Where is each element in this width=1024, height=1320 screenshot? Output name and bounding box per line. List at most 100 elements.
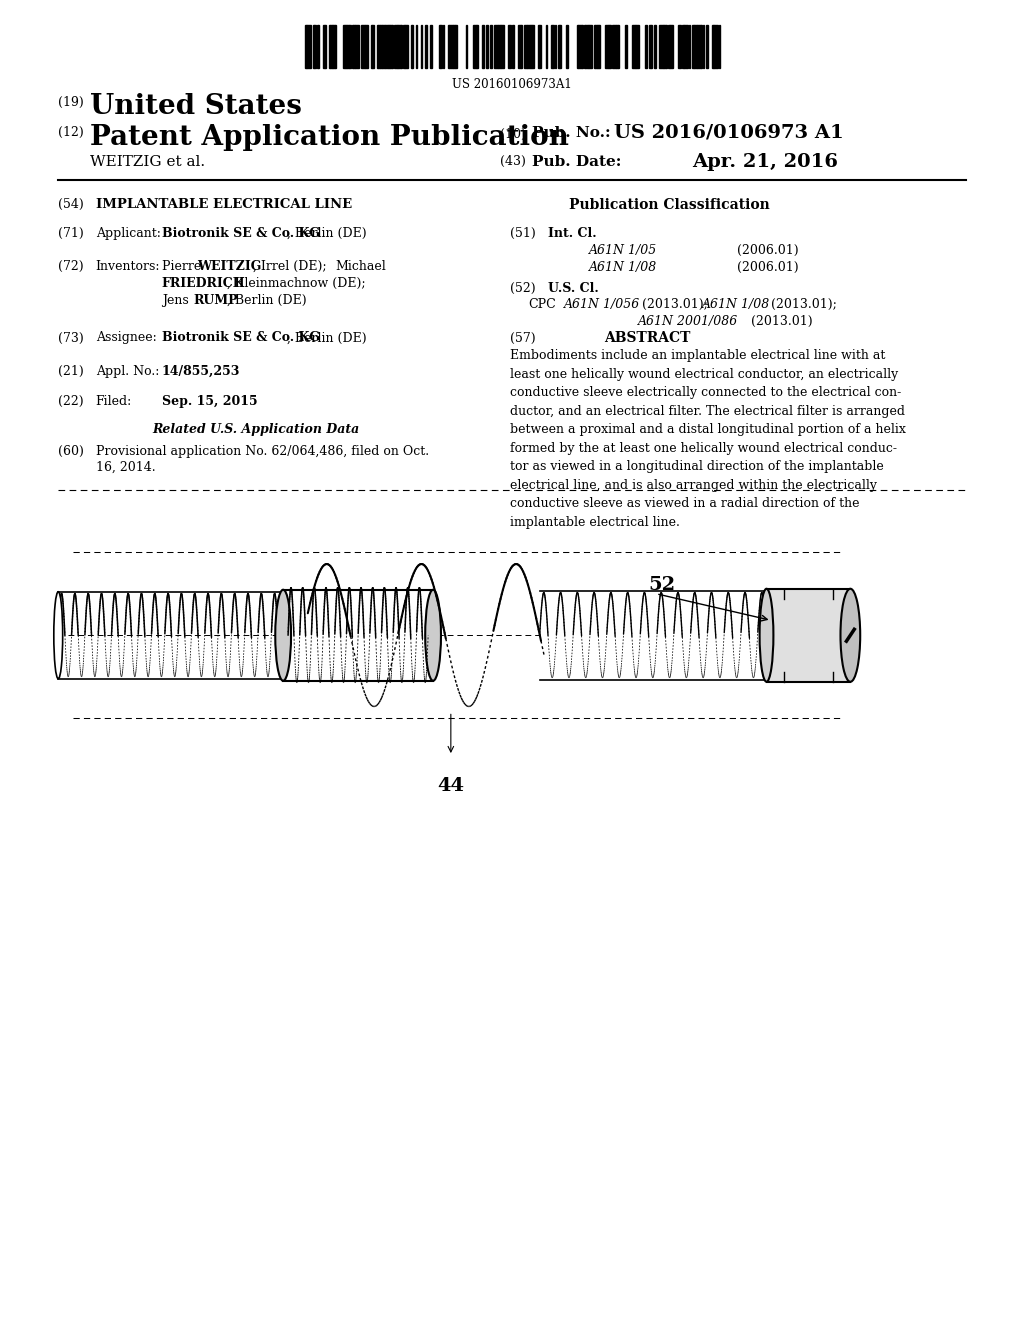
Text: (19): (19) <box>58 96 84 110</box>
Text: RUMP: RUMP <box>194 294 238 306</box>
Text: Biotronik SE & Co. KG: Biotronik SE & Co. KG <box>162 227 319 240</box>
Text: A61N 1/05: A61N 1/05 <box>589 244 657 257</box>
Bar <box>343 25 345 69</box>
Text: Related U.S. Application Data: Related U.S. Application Data <box>152 422 359 436</box>
Bar <box>382 25 385 69</box>
Text: Michael: Michael <box>336 260 386 273</box>
Ellipse shape <box>841 589 860 681</box>
Bar <box>430 25 431 69</box>
Bar <box>719 25 720 69</box>
Bar <box>663 25 665 69</box>
Bar <box>669 25 670 69</box>
Text: IMPLANTABLE ELECTRICAL LINE: IMPLANTABLE ELECTRICAL LINE <box>95 198 352 211</box>
Bar <box>585 25 588 69</box>
Bar <box>566 25 568 69</box>
Bar <box>532 25 534 69</box>
Bar <box>692 25 694 69</box>
Bar <box>472 25 475 69</box>
Text: FRIEDRICH: FRIEDRICH <box>162 277 246 290</box>
Bar <box>684 25 687 69</box>
Text: A61N 1/08: A61N 1/08 <box>702 298 771 310</box>
Bar <box>578 25 582 69</box>
Bar <box>590 25 593 69</box>
Bar <box>313 25 315 69</box>
Bar <box>403 25 404 69</box>
Bar <box>450 25 454 69</box>
Bar <box>595 25 597 69</box>
Text: Filed:: Filed: <box>95 395 132 408</box>
Bar <box>508 25 511 69</box>
Text: (71): (71) <box>58 227 84 240</box>
Bar <box>331 25 333 69</box>
Text: (52): (52) <box>510 282 536 294</box>
Bar <box>329 25 331 69</box>
Text: (2013.01);: (2013.01); <box>638 298 712 310</box>
Text: (73): (73) <box>58 331 84 345</box>
Text: Pub. No.:: Pub. No.: <box>531 125 610 140</box>
Bar <box>306 25 307 69</box>
Bar <box>616 25 618 69</box>
Bar <box>482 25 484 69</box>
Bar <box>527 25 530 69</box>
Text: , Berlin (DE): , Berlin (DE) <box>287 227 367 240</box>
Bar <box>334 25 335 69</box>
Bar <box>398 25 401 69</box>
Bar <box>501 25 504 69</box>
Text: Provisional application No. 62/064,486, filed on Oct.: Provisional application No. 62/064,486, … <box>95 445 429 458</box>
Text: U.S. Cl.: U.S. Cl. <box>548 282 598 294</box>
Bar <box>454 25 456 69</box>
Text: Publication Classification: Publication Classification <box>569 198 770 213</box>
Bar <box>377 25 378 69</box>
Bar <box>612 25 616 69</box>
Text: 52: 52 <box>648 576 675 594</box>
Bar <box>584 25 585 69</box>
Bar <box>440 25 442 69</box>
Bar <box>456 25 458 69</box>
Bar <box>307 25 311 69</box>
Text: (72): (72) <box>58 260 84 273</box>
Text: Inventors:: Inventors: <box>95 260 160 273</box>
Text: A61N 1/056: A61N 1/056 <box>564 298 641 310</box>
Bar <box>688 25 690 69</box>
Bar <box>372 25 374 69</box>
Bar <box>552 25 554 69</box>
Ellipse shape <box>54 591 62 678</box>
Bar <box>385 25 388 69</box>
Bar <box>645 25 646 69</box>
Text: (54): (54) <box>58 198 84 211</box>
Text: Appl. No.:: Appl. No.: <box>95 366 159 378</box>
Bar <box>284 590 433 681</box>
Ellipse shape <box>275 590 291 681</box>
Text: (57): (57) <box>510 331 536 345</box>
Text: WEITZIG et al.: WEITZIG et al. <box>90 156 205 169</box>
Bar <box>291 587 425 684</box>
Bar <box>702 25 705 69</box>
Bar <box>347 25 349 69</box>
Text: Pierre: Pierre <box>162 260 205 273</box>
Text: , Berlin (DE): , Berlin (DE) <box>287 331 367 345</box>
Bar <box>605 25 608 69</box>
Text: (2006.01): (2006.01) <box>737 261 799 275</box>
Bar <box>694 25 697 69</box>
Bar <box>390 25 391 69</box>
Bar <box>653 25 655 69</box>
Text: Int. Cl.: Int. Cl. <box>548 227 596 240</box>
Bar <box>324 25 325 69</box>
Text: (2013.01): (2013.01) <box>746 314 812 327</box>
Bar <box>524 25 527 69</box>
Text: 16, 2014.: 16, 2014. <box>95 461 156 474</box>
Text: (43): (43) <box>500 156 526 169</box>
Bar <box>499 25 500 69</box>
Bar <box>354 25 358 69</box>
Text: Sep. 15, 2015: Sep. 15, 2015 <box>162 395 257 408</box>
Text: US 20160106973A1: US 20160106973A1 <box>453 78 571 91</box>
Text: Jens: Jens <box>162 294 193 306</box>
Bar <box>378 25 380 69</box>
Bar <box>659 25 663 69</box>
Text: Embodiments include an implantable electrical line with at
least one helically w: Embodiments include an implantable elect… <box>510 350 906 529</box>
Text: Applicant:: Applicant: <box>95 227 161 240</box>
Text: 14/855,253: 14/855,253 <box>162 366 241 378</box>
Text: Assignee:: Assignee: <box>95 331 157 345</box>
Bar <box>707 25 708 69</box>
Bar <box>632 25 635 69</box>
